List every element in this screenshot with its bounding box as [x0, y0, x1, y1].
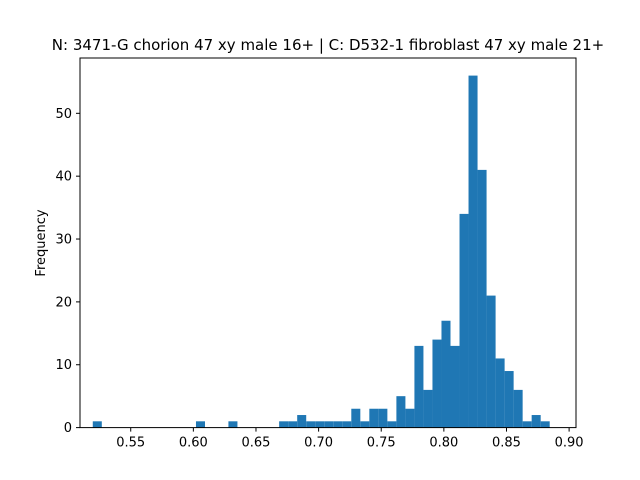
y-tick-label: 10: [55, 358, 72, 373]
histogram-bar: [414, 345, 424, 428]
histogram-bar: [513, 389, 523, 428]
histogram-bar: [477, 169, 487, 428]
histogram-bar: [92, 421, 102, 428]
x-tick-label: 0.55: [116, 436, 145, 451]
histogram-bar: [450, 345, 460, 428]
histogram-bar: [504, 371, 514, 428]
histogram-bar: [495, 358, 505, 428]
histogram-bar: [540, 421, 550, 428]
y-tick-label: 50: [55, 107, 72, 122]
histogram-bar: [306, 421, 316, 428]
histogram-bar: [522, 421, 532, 428]
histogram-bar: [297, 415, 307, 428]
histogram-bar: [432, 339, 442, 428]
histogram-bar: [351, 408, 361, 428]
x-tick-label: 0.80: [429, 436, 458, 451]
plot-frame: [79, 57, 577, 429]
x-axis-ticks: 0.55 0.60 0.65 0.70 0.75 0.80 0.85 0.90: [116, 427, 584, 451]
histogram-bar: [279, 421, 289, 428]
y-axis-label: Frequency: [34, 209, 49, 276]
y-tick-label: 20: [55, 295, 72, 310]
y-tick-label: 0: [64, 421, 72, 436]
histogram-bar: [324, 421, 334, 428]
histogram-bar: [315, 421, 325, 428]
histogram-bar: [405, 408, 415, 428]
histogram-bar: [333, 421, 343, 428]
histogram-bar: [486, 295, 496, 428]
histogram-bar: [441, 320, 451, 428]
x-tick-label: 0.70: [304, 436, 333, 451]
x-tick-label: 0.65: [242, 436, 271, 451]
histogram-bar: [468, 75, 478, 428]
histogram-bar: [342, 421, 352, 428]
histogram-bar: [360, 421, 370, 428]
y-tick-label: 40: [55, 170, 72, 185]
y-axis-ticks: 0 10 20 30 40 50: [55, 107, 80, 436]
histogram-bar: [423, 389, 433, 428]
chart-title: N: 3471-G chorion 47 xy male 16+ | C: D5…: [52, 36, 604, 54]
histogram-bar: [288, 421, 298, 428]
histogram-bar: [531, 415, 541, 428]
x-tick-label: 0.75: [367, 436, 396, 451]
y-tick-label: 30: [55, 233, 72, 248]
histogram-bar: [387, 421, 397, 428]
x-tick-label: 0.90: [555, 436, 584, 451]
x-tick-label: 0.60: [179, 436, 208, 451]
histogram-bars: [92, 75, 550, 428]
x-tick-label: 0.85: [492, 436, 521, 451]
histogram-bar: [195, 421, 205, 428]
histogram-bar: [369, 408, 379, 428]
histogram-bar: [459, 213, 469, 428]
histogram-bar: [396, 396, 406, 428]
histogram-bar: [228, 421, 238, 428]
histogram-bar: [378, 408, 388, 428]
